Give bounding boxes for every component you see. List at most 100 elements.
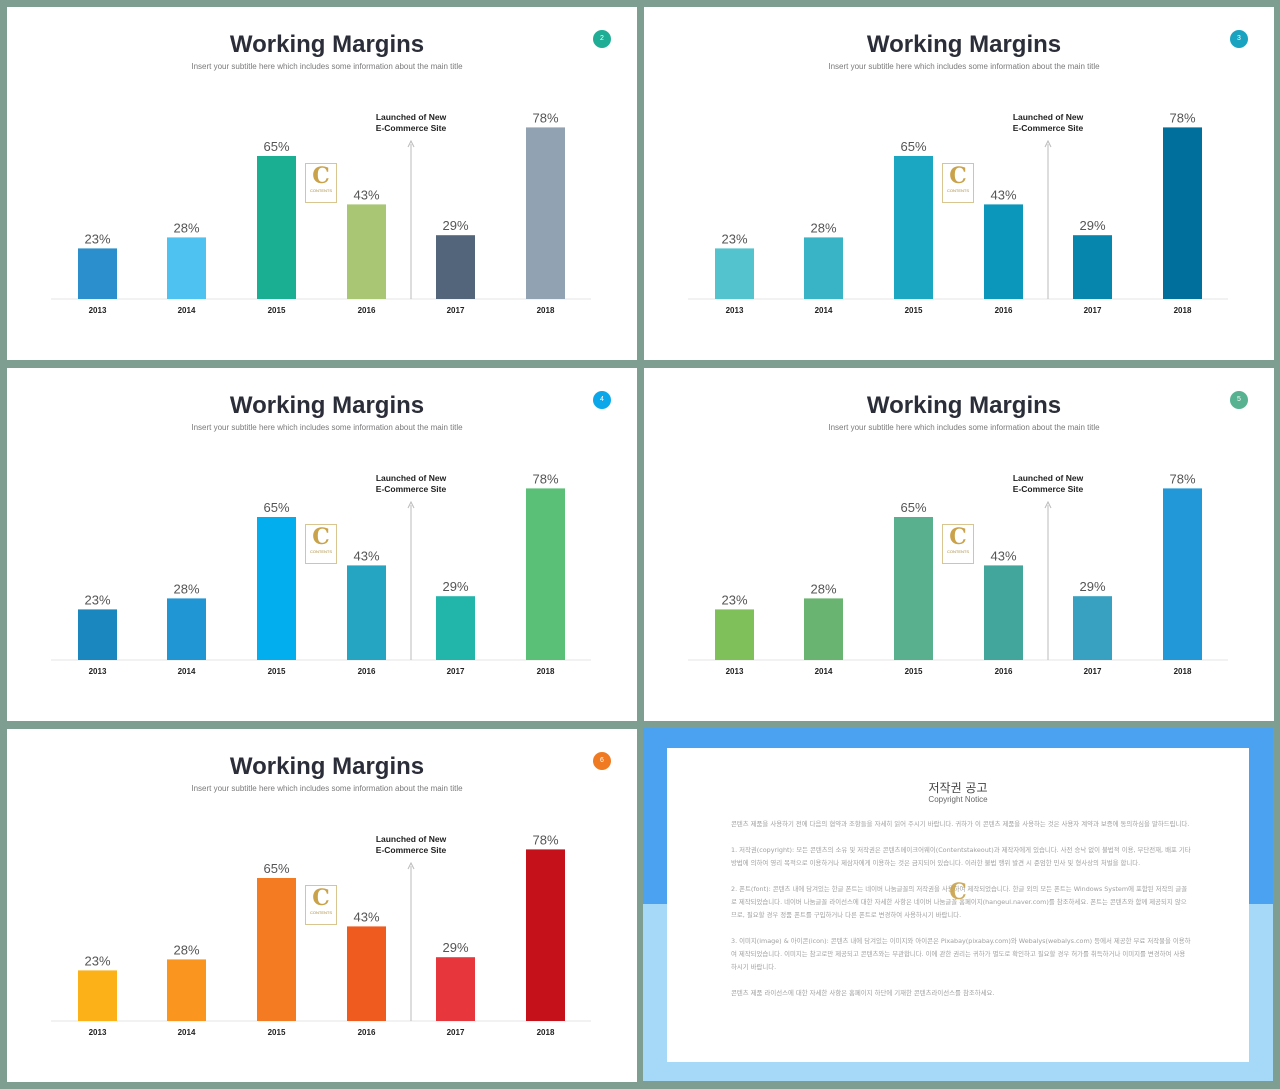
x-tick-label: 2018 [537,667,555,676]
bar-chart: 23% 2013 28% 2014 65% 2015 43% 2016 29% 2017 78% 20… [51,110,591,315]
x-tick-label: 2014 [178,667,196,676]
annotation-arrowhead [1044,139,1052,148]
bar-value-label: 43% [990,187,1016,202]
notice-title: 저작권 공고 [928,781,988,795]
bar-2014 [167,598,206,660]
slide-title: Working Margins [866,31,1062,58]
notice-body: 콘텐츠 제품을 사용하기 전에 다음의 협약과 조항들을 자세히 읽어 주시기 … [731,818,1191,1013]
bar-2013 [715,248,754,299]
bar-value-label: 65% [263,861,289,876]
bar-2016 [984,565,1023,660]
bar-value-label: 28% [173,581,199,596]
bar-value-label: 78% [1169,471,1195,486]
bar-chart: 23% 2013 28% 2014 65% 2015 43% 2016 29% 2017 78% 20… [688,110,1228,315]
slide-subtitle: Insert your subtitle here which includes… [191,62,463,71]
logo-text: CONTENTS [310,549,332,554]
bar-2018 [526,849,565,1021]
bar-value-label: 65% [263,500,289,515]
bar-value-label: 65% [900,500,926,515]
chart-slide: Working Margins Insert your subtitle here… [644,368,1274,721]
bar-value-label: 43% [353,909,379,924]
chart-slide: Working Margins Insert your subtitle here… [644,7,1274,360]
bar-2016 [347,204,386,299]
bar-value-label: 43% [353,548,379,563]
x-tick-label: 2013 [89,667,107,676]
logo-letter: C [312,885,330,911]
x-tick-label: 2016 [995,306,1013,315]
x-tick-label: 2013 [89,306,107,315]
x-tick-label: 2018 [537,1028,555,1037]
annotation-text: Launched of New [1013,112,1084,122]
x-tick-label: 2016 [358,667,376,676]
annotation-arrowhead [407,139,415,148]
notice-logo-letter: C [949,879,967,905]
notice-card: 저작권 공고 Copyright Notice 콘텐츠 제품을 사용하기 전에 … [667,748,1249,1062]
bar-value-label: 29% [1079,579,1105,594]
x-tick-label: 2015 [905,667,923,676]
slide-title: Working Margins [229,392,425,419]
slide-title: Working Margins [229,753,425,780]
logo-text: CONTENTS [310,188,332,193]
watermark-logo: C CONTENTS [305,524,337,564]
bar-value-label: 23% [84,953,110,968]
annotation-text: Launched of New [1013,473,1084,483]
page-number-badge: 6 [593,752,611,770]
slide-title: Working Margins [229,31,425,58]
annotation-text: E-Commerce Site [1013,123,1084,133]
slide-title: Working Margins [866,392,1062,419]
x-tick-label: 2014 [815,667,833,676]
chart-slide: Working Margins Insert your subtitle here… [7,7,637,360]
x-tick-label: 2013 [726,306,744,315]
notice-paragraph: 콘텐츠 제품을 사용하기 전에 다음의 협약과 조항들을 자세히 읽어 주시기 … [731,820,1190,828]
bar-2016 [347,926,386,1021]
bar-2017 [436,235,475,299]
bar-2018 [526,488,565,660]
bar-value-label: 43% [353,187,379,202]
logo-letter: C [949,524,967,550]
annotation-text: Launched of New [376,834,447,844]
x-tick-label: 2018 [1174,667,1192,676]
x-tick-label: 2017 [447,667,465,676]
x-tick-label: 2013 [89,1028,107,1037]
bar-value-label: 78% [1169,110,1195,125]
slide-subtitle: Insert your subtitle here which includes… [828,62,1100,71]
watermark-logo: C CONTENTS [305,885,337,925]
watermark-logo: C CONTENTS [942,524,974,564]
annotation-arrowhead [1044,500,1052,509]
slide-subtitle: Insert your subtitle here which includes… [828,423,1100,432]
notice-subtitle: Copyright Notice [928,795,988,804]
annotation-arrowhead [407,500,415,509]
logo-letter: C [949,163,967,189]
logo-letter: C [312,524,330,550]
chart-slide: Working Margins Insert your subtitle here… [7,368,637,721]
bar-2018 [1163,127,1202,300]
slide-subtitle: Insert your subtitle here which includes… [191,423,463,432]
x-tick-label: 2015 [268,306,286,315]
bar-chart: 23% 2013 28% 2014 65% 2015 43% 2016 29% 2017 78% 20… [51,471,591,676]
x-tick-label: 2014 [178,306,196,315]
annotation-text: Launched of New [376,473,447,483]
x-tick-label: 2018 [537,306,555,315]
notice-paragraph: 1. 저작권(copyright): 모든 콘텐츠의 소유 및 저작권은 콘텐츠… [731,846,1191,867]
bar-value-label: 78% [532,832,558,847]
bar-value-label: 65% [263,139,289,154]
bar-chart: 23% 2013 28% 2014 65% 2015 43% 2016 29% 2017 78% 20… [688,471,1228,676]
x-tick-label: 2017 [447,1028,465,1037]
logo-letter: C [312,163,330,189]
annotation-text: E-Commerce Site [376,845,447,855]
annotation-text: E-Commerce Site [376,484,447,494]
bar-2015 [257,878,296,1021]
bar-2014 [804,237,843,299]
bar-value-label: 28% [810,220,836,235]
notice-paragraph: 2. 폰트(font): 콘텐츠 내에 담겨있는 한글 폰트는 네이버 나눔글꼴… [731,885,1188,919]
bar-2014 [167,237,206,299]
x-tick-label: 2016 [995,667,1013,676]
x-tick-label: 2016 [358,306,376,315]
notice-logo: C [943,880,973,916]
bar-value-label: 23% [721,231,747,246]
logo-text: CONTENTS [947,188,969,193]
annotation-text: E-Commerce Site [1013,484,1084,494]
watermark-logo: C CONTENTS [305,163,337,203]
bar-value-label: 29% [442,218,468,233]
page-number-badge: 5 [1230,391,1248,409]
